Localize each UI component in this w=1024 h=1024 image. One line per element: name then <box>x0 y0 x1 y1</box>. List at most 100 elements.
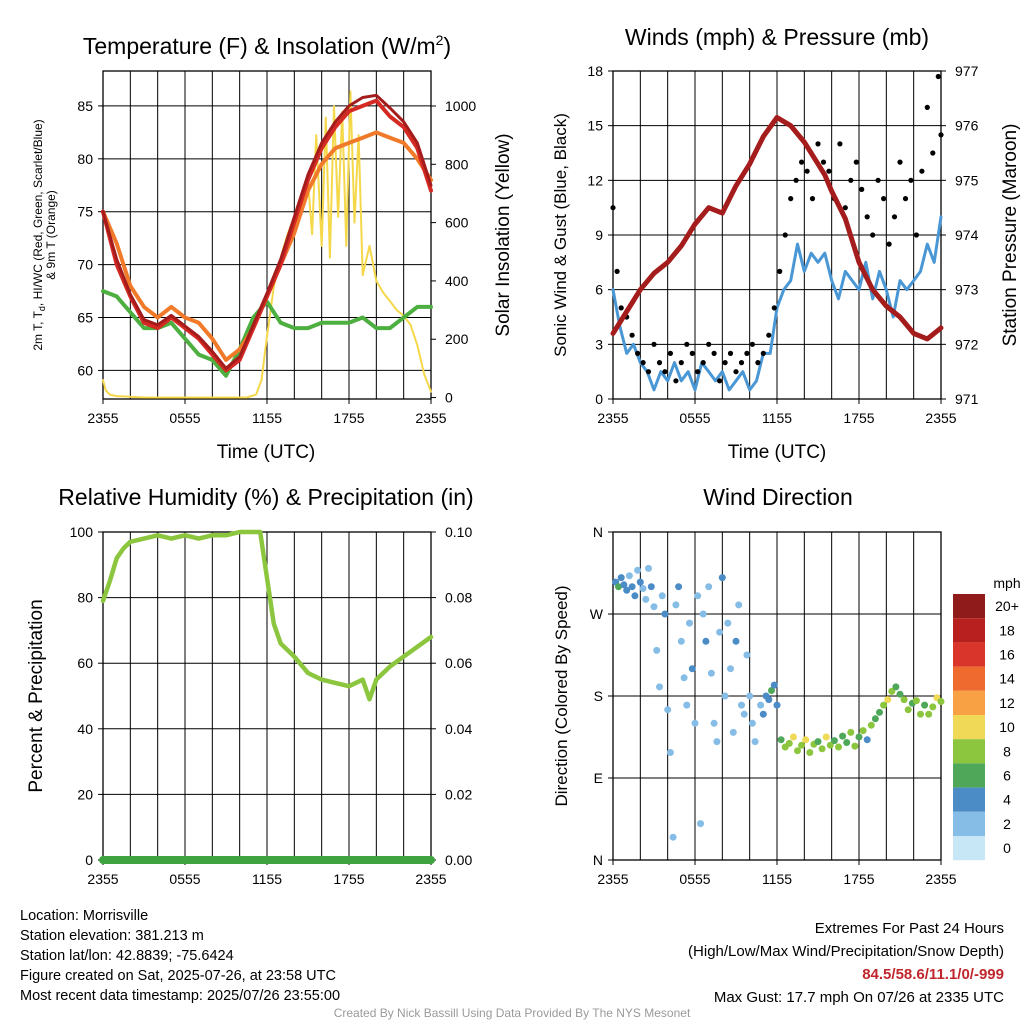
gust-point <box>700 360 706 366</box>
gust-point <box>689 350 695 356</box>
rh-xtick-label: 1155 <box>252 871 282 887</box>
gust-point <box>908 177 914 183</box>
direction-point <box>806 749 814 756</box>
colorbar-label: 8 <box>1003 743 1011 759</box>
gust-point <box>930 150 936 156</box>
direction-point <box>738 701 745 709</box>
direction-point <box>802 736 810 744</box>
dir-xtick-label: 1155 <box>762 871 792 887</box>
colorbar-swatch <box>953 787 985 812</box>
colorbar-swatch <box>953 690 985 715</box>
winds-right-label: Station Pressure (Maroon) <box>1000 124 1021 347</box>
direction-point <box>623 586 631 594</box>
temp-ytick-label: 60 <box>77 362 93 378</box>
temperature-left-label-2: & 9m T (Orange) <box>44 190 58 280</box>
colorbar-label: 20+ <box>995 598 1019 614</box>
winds-xlabel: Time (UTC) <box>728 442 827 463</box>
rh-ytick-label: 20 <box>77 786 93 802</box>
direction-point <box>664 706 672 714</box>
wind-y2tick-label: 974 <box>955 227 979 243</box>
direction-point <box>851 742 859 750</box>
dir-xtick-label: 1755 <box>843 871 874 887</box>
gust-point <box>717 378 723 384</box>
gust-point <box>881 196 887 202</box>
gust-point <box>842 205 848 211</box>
direction-point <box>863 736 871 744</box>
direction-point <box>669 833 677 841</box>
temperature-right-label: Solar Insolation (Yellow) <box>493 133 514 336</box>
extremes-values: 84.5/58.6/11.1/0/-999 <box>862 966 1004 983</box>
direction-point <box>835 743 842 751</box>
rh-y2tick-label: 0.02 <box>445 786 472 802</box>
gust-point <box>618 305 624 311</box>
gust-point <box>733 369 739 375</box>
rh-ytick-label: 60 <box>77 655 93 671</box>
rh-ytick-label: 100 <box>70 524 94 540</box>
gust-point <box>678 360 684 366</box>
gust-point <box>804 168 810 174</box>
gust-point <box>635 350 641 356</box>
direction-point <box>666 749 674 756</box>
direction-point <box>798 741 806 749</box>
direction-point <box>826 741 834 749</box>
gust-point <box>793 177 799 183</box>
temp-ytick-label: 85 <box>77 98 93 114</box>
colorbar-label: 0 <box>1003 840 1011 856</box>
gust-point <box>755 360 761 366</box>
direction-point <box>716 628 724 636</box>
direction-point <box>892 683 900 691</box>
direction-point <box>680 674 688 682</box>
gust-point <box>919 168 925 174</box>
direction-point <box>683 701 691 709</box>
colorbar-label: 6 <box>1003 768 1011 784</box>
wind-ytick-label: 18 <box>587 63 603 79</box>
dir-ytick-label: E <box>594 770 603 786</box>
relative-humidity-line <box>100 529 434 702</box>
colorbar-label: 4 <box>1003 792 1011 808</box>
direction-point <box>688 665 696 673</box>
direction-point <box>847 728 855 736</box>
direction-point <box>925 710 933 718</box>
gust-point <box>738 360 745 366</box>
colorbar-swatch <box>953 666 985 691</box>
direction-point <box>757 701 765 709</box>
colorbar-swatch <box>953 739 985 764</box>
direction-point <box>617 574 625 582</box>
temp-xtick-label: 2355 <box>415 410 446 426</box>
direction-point <box>686 619 693 627</box>
direction-point <box>937 698 945 705</box>
direction-point <box>880 701 888 709</box>
direction-point <box>759 710 767 718</box>
gust-point <box>771 305 777 311</box>
direction-left-label: Direction (Colored By Speed) <box>552 585 571 806</box>
rh-ytick-label: 80 <box>77 590 93 606</box>
gust-point <box>651 341 657 347</box>
gust-point <box>870 232 876 238</box>
wind-xtick-label: 1755 <box>843 410 874 426</box>
temp-ytick-label: 65 <box>77 310 93 326</box>
winds-title: Winds (mph) & Pressure (mb) <box>625 24 929 50</box>
direction-point <box>867 721 875 729</box>
direction-point <box>859 727 867 735</box>
direction-point <box>707 669 715 677</box>
direction-point <box>929 703 937 711</box>
gust-point <box>727 350 734 356</box>
direction-point <box>830 737 838 745</box>
temp-xtick-label: 1155 <box>252 410 282 426</box>
direction-point <box>794 747 801 755</box>
elevation-text: Station elevation: 381.213 m <box>20 928 204 944</box>
temp-y2tick-label: 800 <box>445 156 469 172</box>
direction-point <box>896 690 904 698</box>
direction-point <box>702 637 710 645</box>
wind-y2tick-label: 975 <box>955 172 979 188</box>
direction-point <box>721 692 729 700</box>
gust-point <box>935 73 941 80</box>
wind-y2tick-label: 973 <box>955 282 979 298</box>
direction-point <box>818 745 826 753</box>
direction-point <box>727 665 734 673</box>
gust-point <box>902 196 909 202</box>
direction-point <box>634 566 642 574</box>
location-text: Location: Morrisville <box>20 908 149 924</box>
direction-point <box>675 583 683 591</box>
